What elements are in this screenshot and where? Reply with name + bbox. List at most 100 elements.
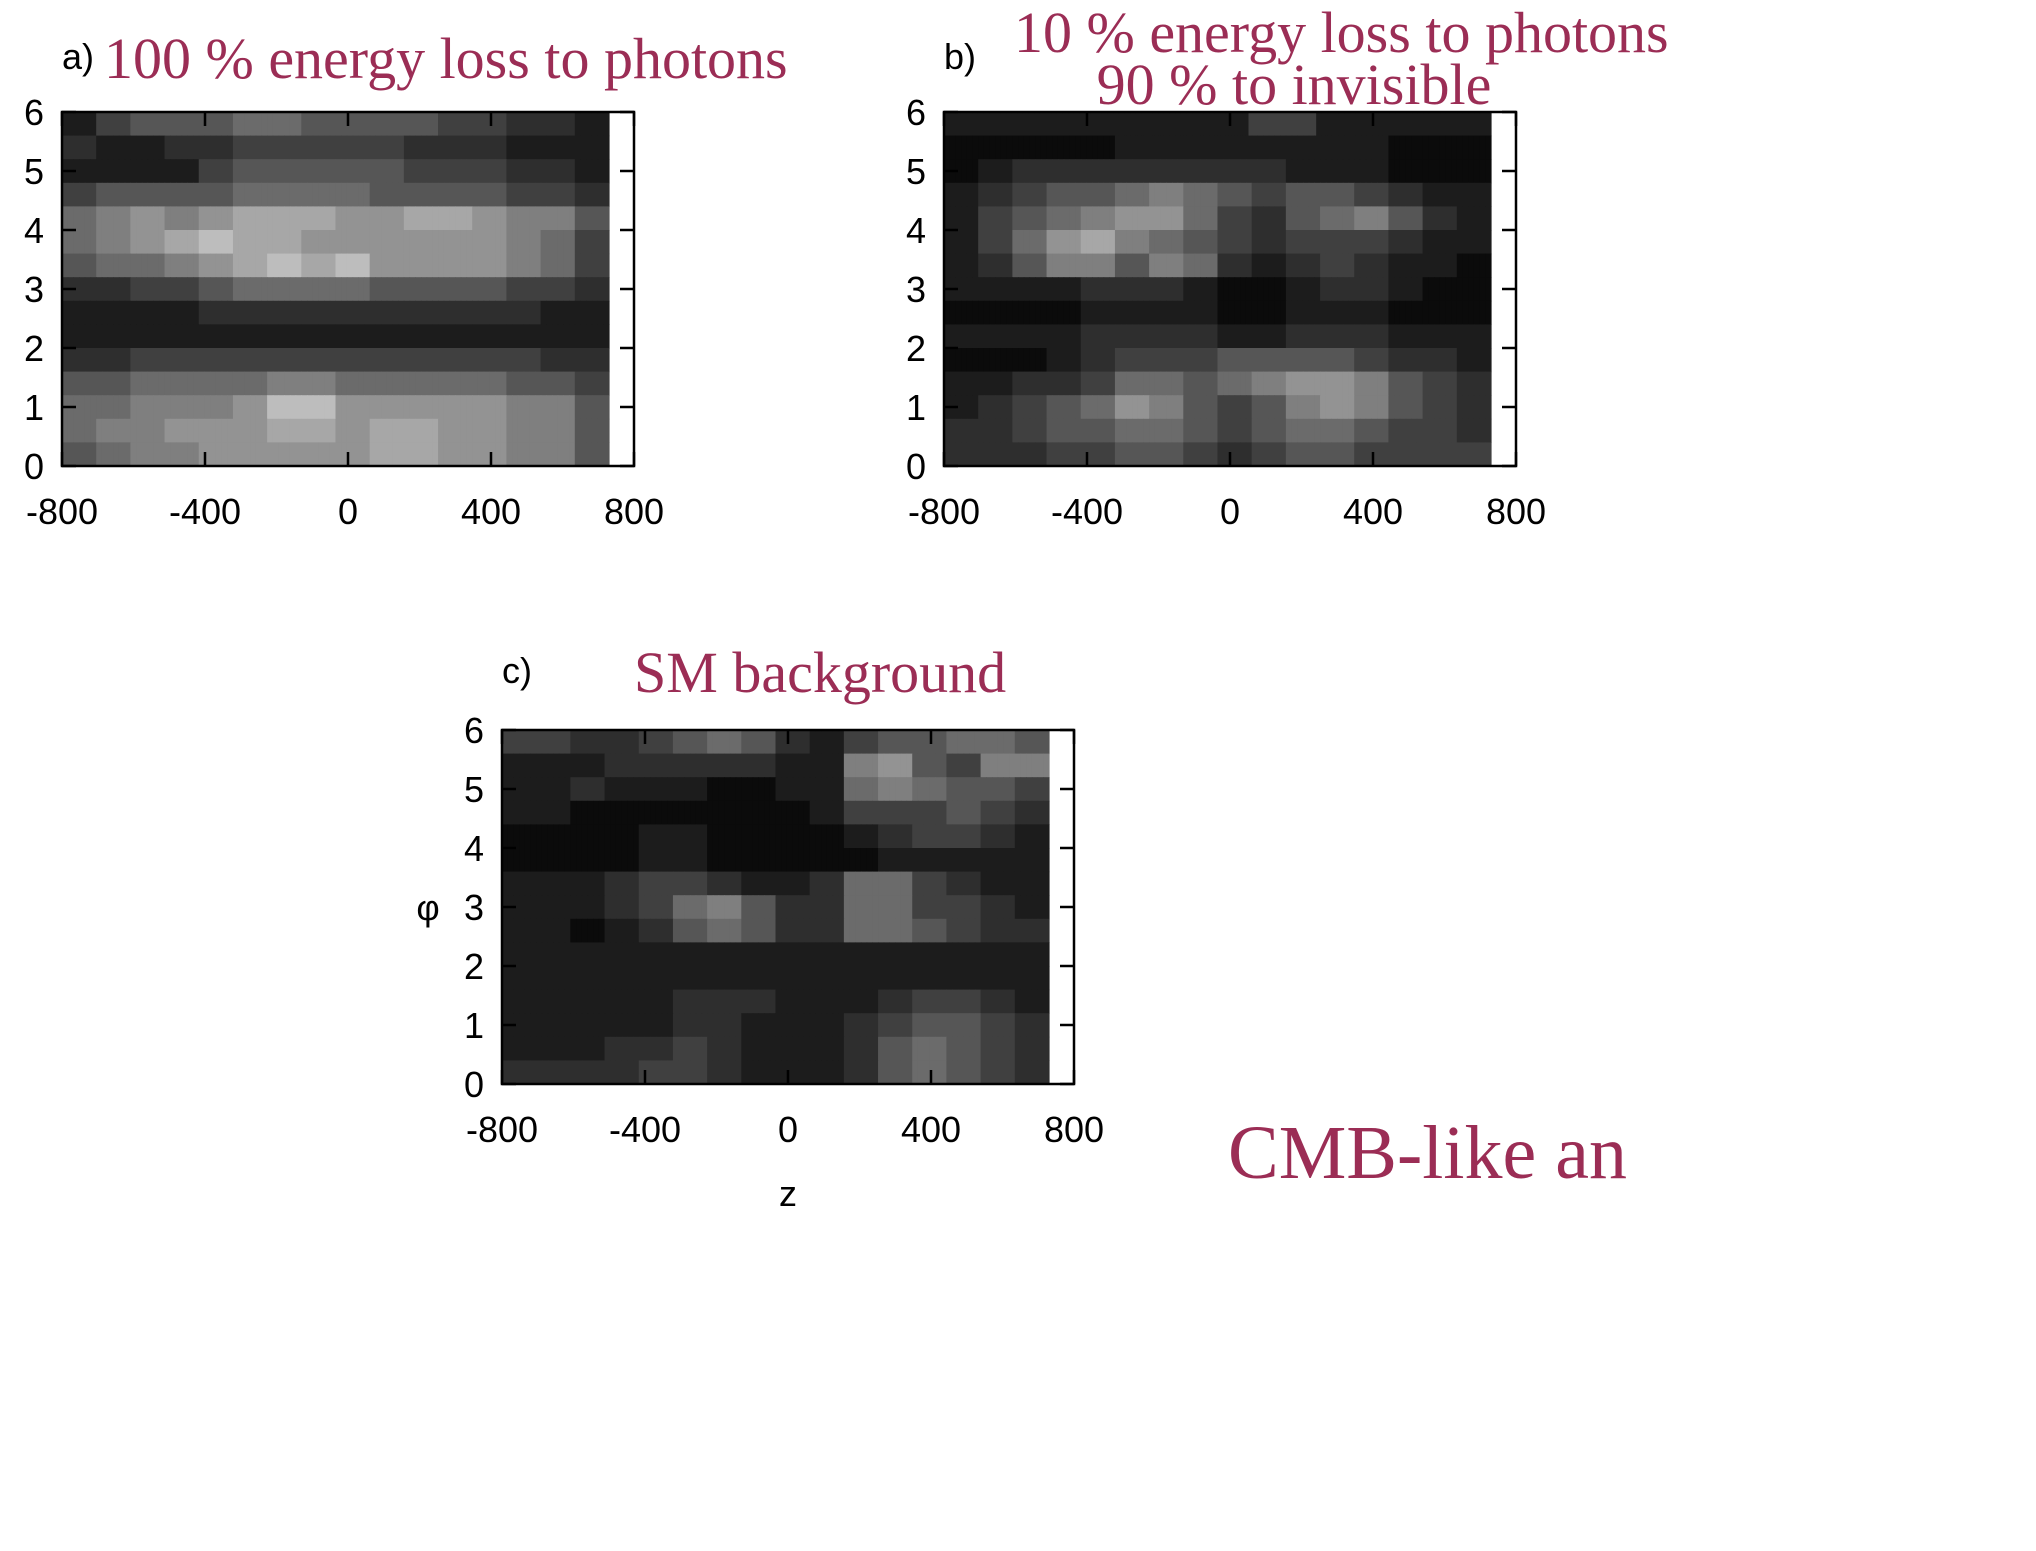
heatmap-cell [295, 112, 302, 137]
heatmap-cell [564, 824, 571, 849]
heatmap-cell [878, 848, 885, 873]
heatmap-cell [415, 300, 422, 325]
heatmap-cell [96, 395, 103, 420]
heatmap-cell [895, 1036, 902, 1061]
heatmap-cell [1026, 1036, 1033, 1061]
heatmap-cell [581, 848, 589, 873]
heatmap-cell [170, 159, 177, 184]
heatmap-cell [438, 442, 445, 467]
heatmap-cell [580, 182, 587, 207]
heatmap-cell [1394, 206, 1401, 231]
heatmap-cell [210, 253, 217, 278]
heatmap-cell [381, 253, 388, 278]
heatmap-cell [124, 395, 131, 420]
heatmap-cell [989, 182, 996, 207]
heatmap-cell [1377, 182, 1384, 207]
heatmap-cell [1149, 371, 1156, 396]
heatmap-cell [312, 159, 319, 184]
heatmap-cell [221, 112, 228, 137]
heatmap-cell [1166, 348, 1173, 373]
heatmap-cell [1003, 989, 1010, 1014]
heatmap-cell [153, 277, 160, 302]
heatmap-cell [883, 918, 891, 943]
heatmap-cell [1394, 395, 1401, 420]
heatmap-cell [872, 918, 879, 943]
heatmap-cell [769, 730, 777, 755]
heatmap-cell [1228, 182, 1236, 207]
heatmap-cell [541, 1013, 549, 1038]
heatmap-cell [1114, 324, 1122, 349]
heatmap-cell [198, 135, 206, 160]
heatmap-cell [1006, 348, 1013, 373]
heatmap-cell [610, 1013, 617, 1038]
heatmap-cell [369, 206, 376, 231]
heatmap-cell [627, 1013, 634, 1038]
heatmap-cell [843, 777, 851, 802]
heatmap-cell [1359, 230, 1367, 255]
x-tick-label: -400 [169, 491, 241, 532]
heatmap-cell [1166, 159, 1173, 184]
heatmap-cell [695, 966, 703, 991]
heatmap-cell [1240, 324, 1247, 349]
heatmap-cell [769, 942, 777, 967]
heatmap-cell [502, 848, 509, 873]
heatmap-cell [198, 206, 206, 231]
heatmap-cell [1274, 324, 1281, 349]
heatmap-cell [1428, 324, 1435, 349]
heatmap-cell [472, 348, 479, 373]
heatmap-cell [1320, 230, 1327, 255]
heatmap-cell [1029, 159, 1036, 184]
heatmap-cell [684, 918, 691, 943]
heatmap-cell [210, 348, 217, 373]
heatmap-cell [483, 300, 490, 325]
heatmap-cell [935, 942, 942, 967]
heatmap-cell [769, 918, 777, 943]
heatmap-cell [1063, 253, 1070, 278]
heatmap-cell [73, 418, 80, 443]
heatmap-cell [610, 730, 617, 755]
heatmap-cell [1189, 182, 1196, 207]
heatmap-cell [672, 800, 680, 825]
heatmap-cell [912, 989, 919, 1014]
heatmap-cell [147, 348, 154, 373]
heatmap-cell [124, 348, 131, 373]
heatmap-cell [935, 989, 942, 1014]
heatmap-cell [1354, 135, 1361, 160]
heatmap-cell [741, 730, 748, 755]
heatmap-cell [557, 230, 564, 255]
heatmap-cell [506, 253, 513, 278]
heatmap-cell [1130, 112, 1137, 137]
heatmap-cell [1331, 442, 1338, 467]
heatmap-cell [536, 730, 543, 755]
heatmap-cell [1097, 348, 1105, 373]
heatmap-cell [147, 112, 154, 137]
heatmap-cell [96, 442, 103, 467]
heatmap-cell [175, 300, 183, 325]
heatmap-cell [1291, 442, 1298, 467]
heatmap-cell [107, 112, 114, 137]
heatmap-cell [764, 730, 771, 755]
heatmap-cell [963, 989, 970, 1014]
heatmap-cell [386, 112, 394, 137]
heatmap-cell [198, 442, 206, 467]
heatmap-cell [534, 159, 542, 184]
heatmap-cell [849, 1013, 856, 1038]
heatmap-cell [995, 418, 1002, 443]
heatmap-cell [1302, 395, 1310, 420]
heatmap-cell [530, 918, 537, 943]
heatmap-cell [147, 159, 154, 184]
heatmap-cell [1075, 206, 1082, 231]
heatmap-cell [495, 395, 502, 420]
heatmap-cell [517, 112, 525, 137]
heatmap-cell [707, 871, 714, 896]
heatmap-cell [1097, 159, 1105, 184]
heatmap-cell [946, 1013, 953, 1038]
heatmap-cell [455, 348, 462, 373]
heatmap-cell [661, 777, 668, 802]
heatmap-cell [983, 418, 991, 443]
heatmap-cell [107, 135, 114, 160]
heatmap-cell [966, 253, 974, 278]
heatmap-cell [957, 918, 965, 943]
heatmap-cell [232, 418, 240, 443]
